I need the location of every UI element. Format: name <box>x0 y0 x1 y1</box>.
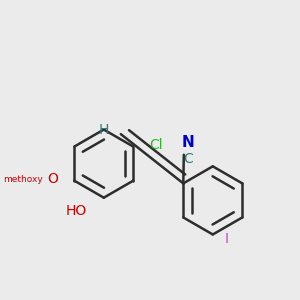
Text: H: H <box>99 123 109 137</box>
Text: I: I <box>224 232 228 246</box>
Text: methoxy: methoxy <box>3 175 43 184</box>
Text: HO: HO <box>66 204 87 218</box>
Text: O: O <box>47 172 58 186</box>
Text: N: N <box>182 135 195 150</box>
Text: C: C <box>183 152 193 167</box>
Text: Cl: Cl <box>150 138 163 152</box>
